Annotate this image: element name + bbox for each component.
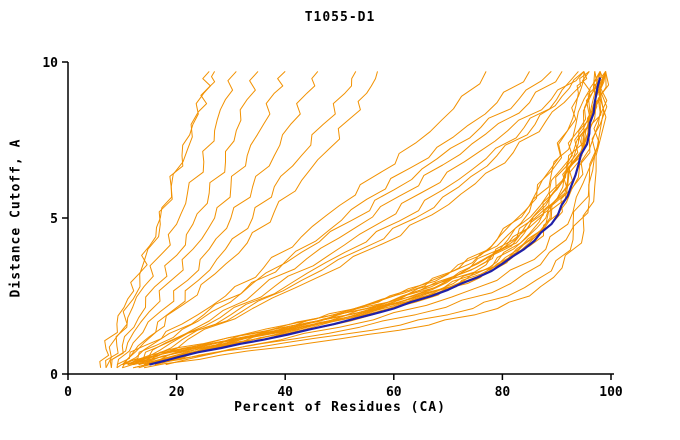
model-curve [121,71,357,369]
x-tick-label: 60 [386,385,402,400]
model-curve [99,71,211,368]
x-tick-label: 100 [599,385,623,400]
model-curve [154,71,607,366]
model-curve [116,71,487,366]
model-curve [132,71,585,366]
model-curve [138,71,585,366]
model-curve [143,71,590,366]
model-curve [116,71,319,368]
model-curve [154,71,607,366]
model-curve [121,71,378,365]
model-curve [122,71,552,366]
model-curve [116,71,588,369]
model-curve [109,71,259,368]
model-curve [110,71,286,368]
model-curve [127,71,563,366]
reference-curve [149,77,602,366]
y-tick-label: 5 [50,212,58,227]
x-tick-label: 0 [64,385,72,400]
model-curve [105,71,216,369]
model-curve [143,71,607,369]
y-tick-label: 0 [50,368,58,383]
y-axis-label: Distance Cutoff, A [8,138,24,298]
model-curve [105,71,237,368]
model-curve [122,71,590,369]
x-tick-label: 80 [495,385,511,400]
chart-title: T1055-D1 [304,10,376,25]
x-tick-label: 40 [277,385,293,400]
model-curve [133,71,599,366]
y-tick-label: 10 [42,56,58,71]
model-curve [127,71,596,366]
model-curve [122,71,530,366]
model-curve [143,71,607,366]
model-curve [165,71,608,366]
x-tick-label: 20 [169,385,185,400]
x-axis-label: Percent of Residues (CA) [234,400,446,415]
